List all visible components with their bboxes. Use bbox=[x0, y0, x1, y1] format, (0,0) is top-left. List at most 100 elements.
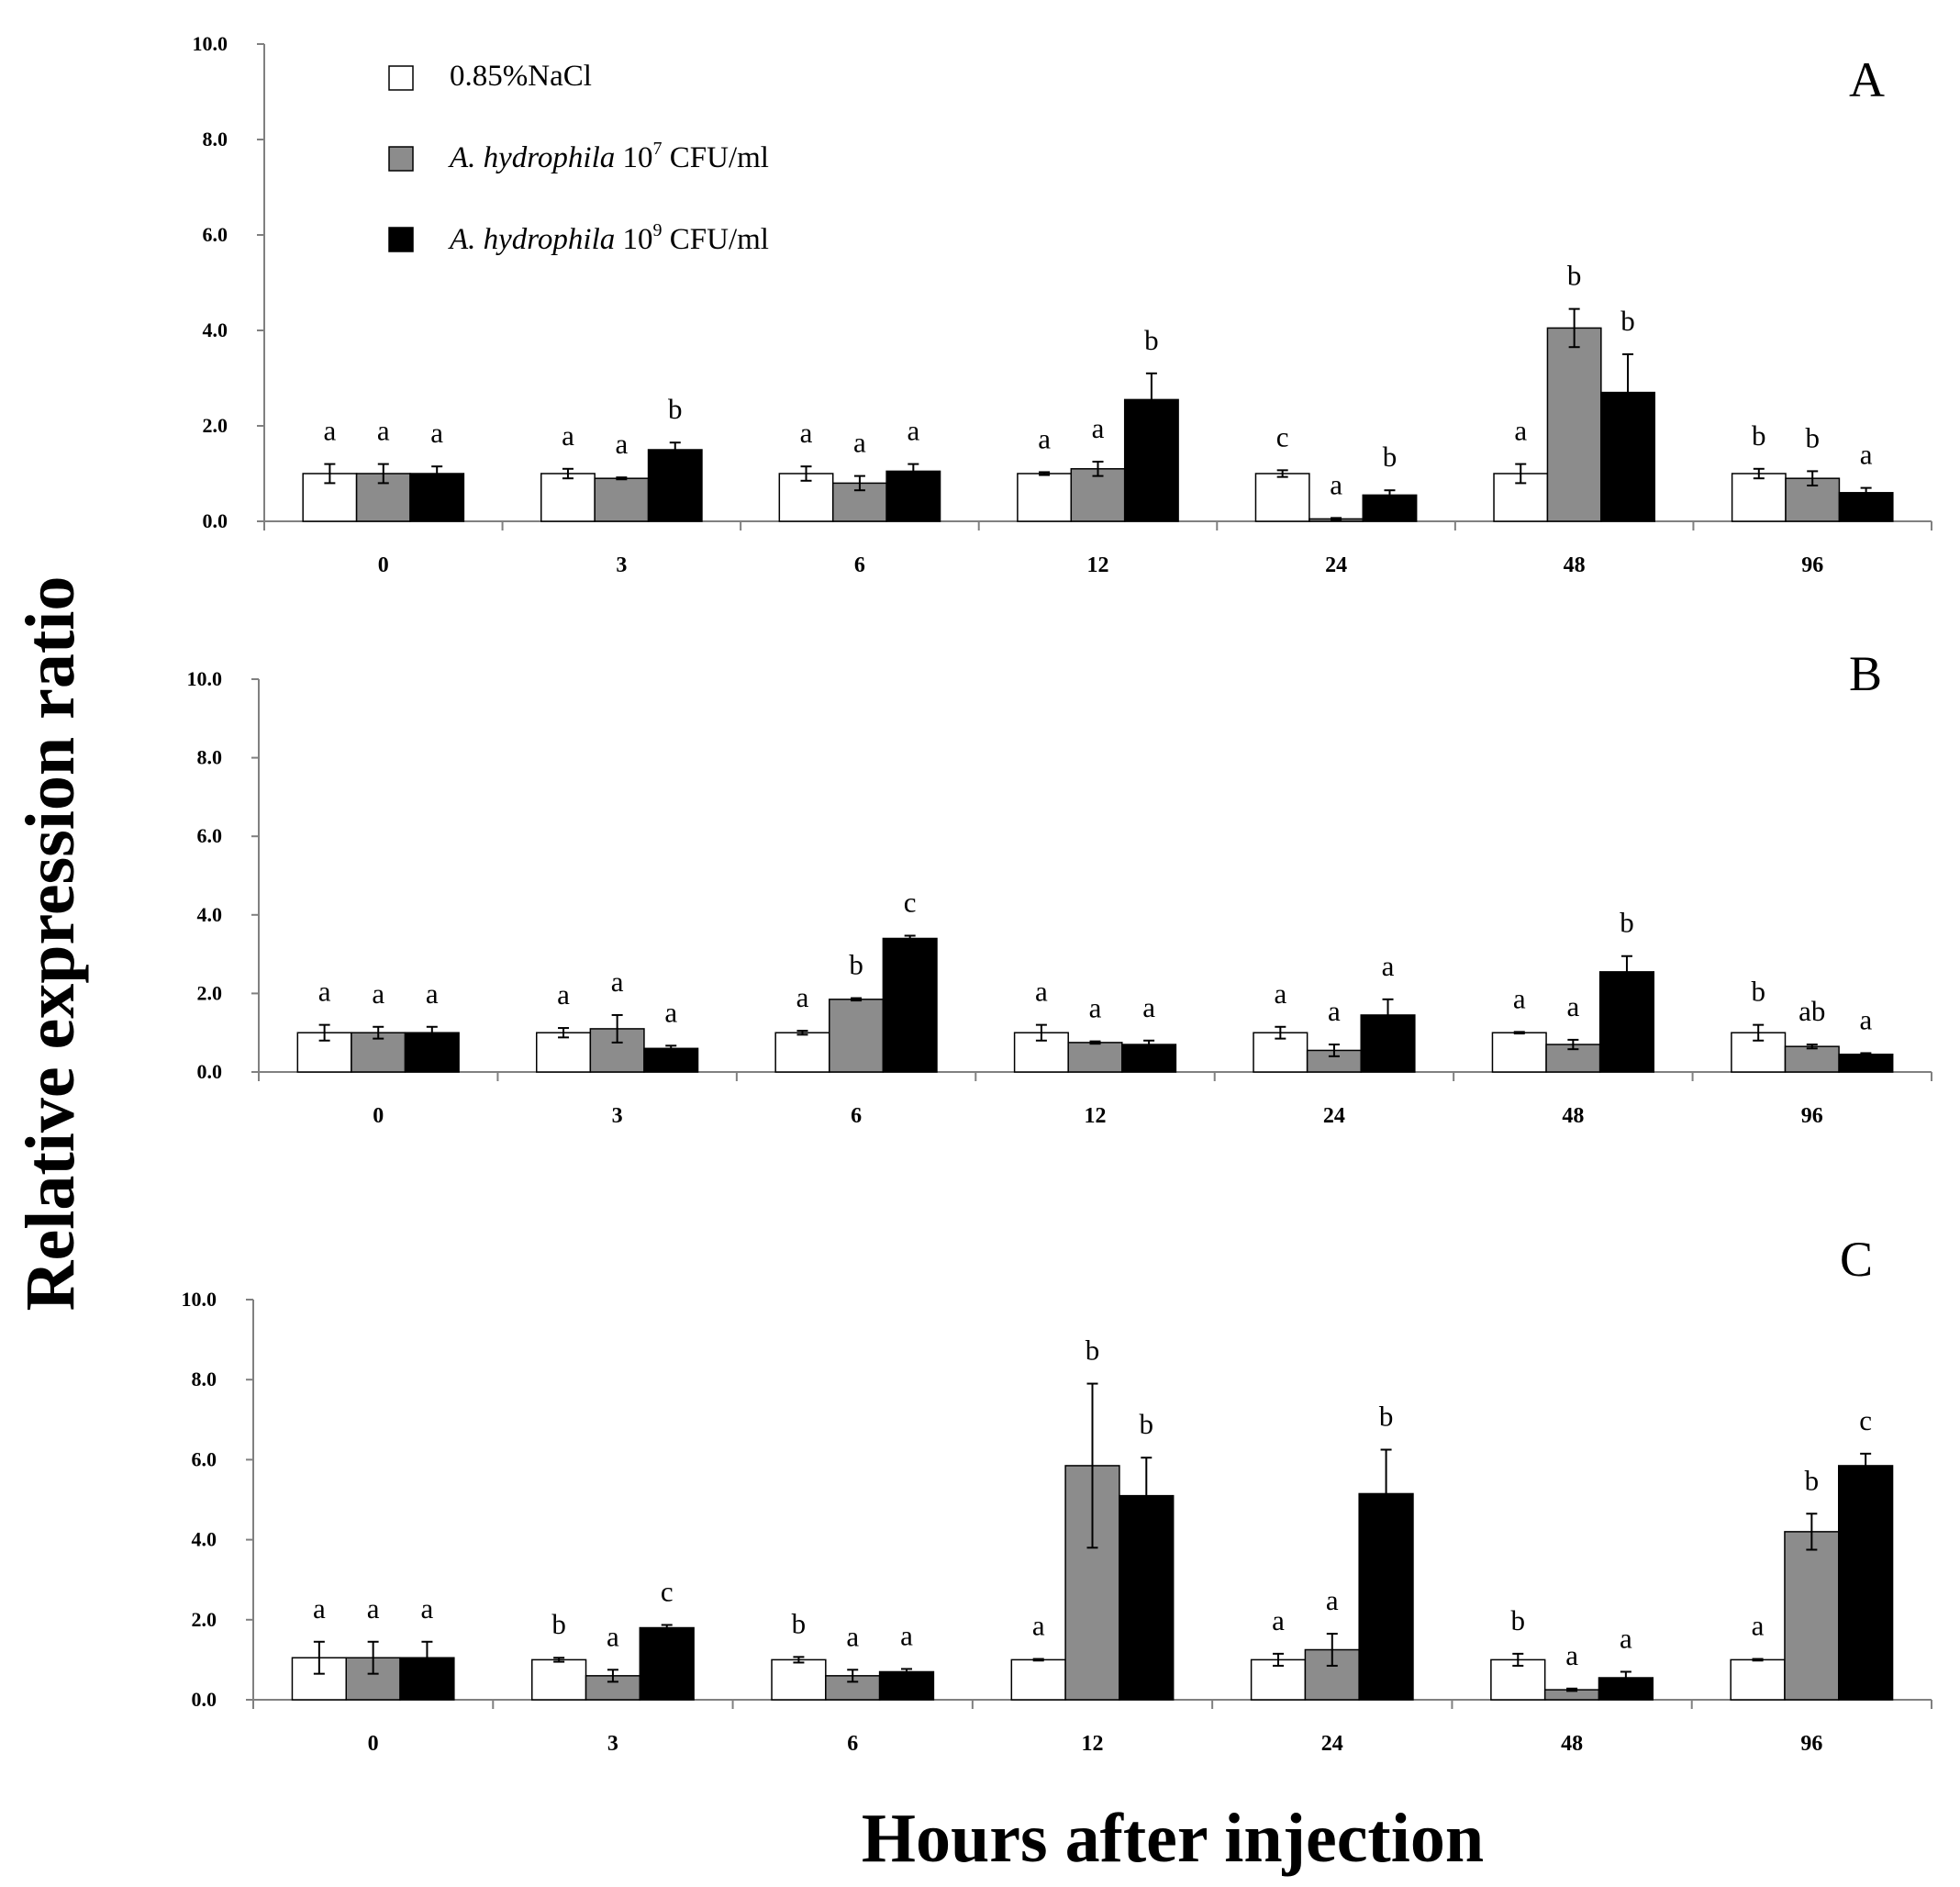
panel-c-bar-nacl bbox=[1730, 1658, 1786, 1701]
panel-b-sig-label-nacl: a bbox=[1513, 982, 1526, 1014]
panel-a-bar-nacl bbox=[1017, 473, 1073, 522]
panel-b-bar-nacl bbox=[1491, 1032, 1547, 1073]
panel-b-bar-nacl bbox=[774, 1032, 830, 1073]
panel-a-sig-label-low-dose: b bbox=[1567, 260, 1582, 292]
panel-c-sig-label-low-dose: a bbox=[846, 1620, 859, 1652]
panel-b-sig-label-nacl: a bbox=[1274, 977, 1286, 1010]
panel-c-x-label: 24 bbox=[1321, 1732, 1343, 1756]
panel-a-sig-label-nacl: a bbox=[1514, 415, 1527, 447]
panel-a-bar-high-dose bbox=[409, 473, 465, 522]
panel-b-bar-high-dose bbox=[1838, 1053, 1894, 1073]
panel-a-bar-high-dose bbox=[647, 449, 703, 522]
panel-b-label: B bbox=[1849, 646, 1882, 701]
panel-c-x-label: 6 bbox=[847, 1732, 858, 1756]
panel-c-sig-label-high-dose: c bbox=[661, 1575, 674, 1607]
panel-c-sig-label-low-dose: b bbox=[1805, 1464, 1820, 1496]
panel-c-sig-label-high-dose: a bbox=[900, 1619, 913, 1651]
panel-a-sig-label-low-dose: a bbox=[615, 428, 628, 460]
panel-c-sig-label-nacl: b bbox=[792, 1607, 807, 1639]
panel-c-sig-label-low-dose: a bbox=[1326, 1584, 1339, 1616]
panel-a-x-label: 48 bbox=[1564, 553, 1586, 577]
panel-b-x-label: 48 bbox=[1562, 1104, 1584, 1128]
panel-c-bar-nacl bbox=[530, 1658, 587, 1701]
panel-b-x-label: 96 bbox=[1801, 1104, 1823, 1128]
panel-b-sig-label-nacl: a bbox=[318, 976, 331, 1008]
legend-swatch-high-dose bbox=[388, 227, 414, 252]
panel-b-sig-label-low-dose: a bbox=[611, 966, 624, 998]
panel-b-bar-nacl bbox=[535, 1032, 592, 1073]
panel-a-y-tick-label: 6.0 bbox=[203, 223, 228, 246]
panel-b-sig-label-nacl: a bbox=[796, 981, 809, 1013]
panel-c-sig-label-low-dose: a bbox=[1565, 1639, 1578, 1671]
panel-b-sig-label-low-dose: ab bbox=[1799, 995, 1825, 1027]
panel-a-sig-label-high-dose: a bbox=[430, 417, 443, 449]
panel-a-bar-nacl bbox=[1254, 473, 1310, 522]
panel-c-bar-nacl bbox=[771, 1658, 827, 1701]
legend: 0.85%NaCl A. hydrophila 107 CFU/ml A. hy… bbox=[388, 60, 769, 256]
panel-c-sig-label-low-dose: a bbox=[607, 1620, 619, 1652]
panel-a-x-label: 3 bbox=[616, 553, 627, 577]
panel-c-sig-label-nacl: a bbox=[1032, 1610, 1045, 1642]
panel-b-bar-low-dose bbox=[1067, 1042, 1123, 1073]
panel-a-sig-label-nacl: c bbox=[1276, 420, 1289, 452]
panel-b-y-tick-label: 6.0 bbox=[197, 824, 223, 847]
panel-a-bar-nacl bbox=[302, 473, 358, 522]
panel-b-sig-label-low-dose: b bbox=[849, 949, 863, 981]
panel-b-x-label: 12 bbox=[1085, 1104, 1107, 1128]
panel-c-sig-label-low-dose: a bbox=[367, 1592, 380, 1625]
panel-a-y-tick-label: 10.0 bbox=[193, 32, 228, 55]
legend-swatch-nacl bbox=[388, 65, 414, 91]
panel-a-sig-label-low-dose: a bbox=[1092, 412, 1105, 444]
panel-b-sig-label-high-dose: a bbox=[1142, 991, 1155, 1023]
panel-b-bar-high-dose bbox=[1598, 971, 1655, 1073]
panel-c-label: C bbox=[1840, 1232, 1873, 1287]
legend-label-nacl: 0.85%NaCl bbox=[450, 60, 592, 93]
panel-b-x-label: 6 bbox=[851, 1104, 862, 1128]
legend-swatch-low-dose bbox=[388, 146, 414, 172]
panel-a-bar-low-dose bbox=[1070, 468, 1126, 522]
panel-b-y-tick-label: 10.0 bbox=[187, 667, 223, 690]
panel-b-sig-label-high-dose: a bbox=[664, 996, 677, 1028]
panel-a-sig-label-low-dose: a bbox=[853, 427, 866, 459]
panel-b-sig-label-nacl: b bbox=[1751, 976, 1765, 1008]
panel-b-sig-label-low-dose: a bbox=[1089, 992, 1102, 1024]
panel-b-sig-label-high-dose: c bbox=[904, 886, 917, 918]
panel-a-sig-label-high-dose: b bbox=[1620, 305, 1635, 337]
panel-c-y-tick-label: 2.0 bbox=[192, 1608, 217, 1631]
panel-a-sig-label-high-dose: b bbox=[668, 393, 683, 425]
panel-a-sig-label-low-dose: a bbox=[1330, 468, 1342, 500]
panel-b-sig-label-high-dose: b bbox=[1620, 907, 1634, 939]
y-axis-title: Relative expression ratio bbox=[12, 576, 89, 1312]
panel-a-x-label: 0 bbox=[378, 553, 389, 577]
panel-a-bar-high-dose bbox=[885, 470, 941, 522]
panel-a: A 0.0 2.0 4.0 6.0 8.0 10.0 0 a a a 3 a a b 6 a a a 12 a a b 24 c… bbox=[193, 32, 1932, 577]
panel-c-bar-low-dose bbox=[1784, 1531, 1840, 1701]
panel-b-sig-label-high-dose: a bbox=[1859, 1003, 1872, 1035]
panel-b-bar-high-dose bbox=[882, 937, 938, 1073]
panel-c-sig-label-high-dose: b bbox=[1140, 1408, 1154, 1440]
panel-c-x-label: 96 bbox=[1800, 1732, 1822, 1756]
panel-c-y-tick-label: 0.0 bbox=[192, 1688, 217, 1711]
panel-a-sig-label-high-dose: a bbox=[1860, 439, 1873, 471]
panel-c-sig-label-high-dose: a bbox=[1620, 1622, 1632, 1654]
panel-c-sig-label-nacl: a bbox=[1272, 1604, 1285, 1636]
panel-b-bar-low-dose bbox=[829, 999, 885, 1073]
panel-c-x-label: 3 bbox=[607, 1732, 618, 1756]
panel-a-sig-label-high-dose: b bbox=[1144, 324, 1159, 356]
panel-a-sig-label-nacl: a bbox=[323, 415, 336, 447]
panel-a-y-tick-label: 0.0 bbox=[203, 509, 228, 532]
panel-b-sig-label-high-dose: a bbox=[426, 977, 439, 1010]
panel-a-x-label: 6 bbox=[854, 553, 865, 577]
legend-item-low-dose: A. hydrophila 107 CFU/ml bbox=[388, 139, 769, 174]
panel-a-x-label: 12 bbox=[1087, 553, 1109, 577]
panel-a-bar-nacl bbox=[1731, 473, 1787, 522]
legend-label-low-dose: A. hydrophila 107 CFU/ml bbox=[448, 139, 769, 174]
panel-c-sig-label-nacl: b bbox=[551, 1608, 566, 1640]
panel-c-bar-nacl bbox=[1010, 1658, 1066, 1701]
panel-a-x-label: 96 bbox=[1801, 553, 1823, 577]
legend-item-high-dose: A. hydrophila 109 CFU/ml bbox=[388, 220, 769, 256]
panel-b-sig-label-nacl: a bbox=[557, 978, 570, 1010]
panel-b-bar-low-dose bbox=[1784, 1045, 1840, 1073]
panel-c: C 0.0 2.0 4.0 6.0 8.0 10.0 0 a a a 3 b a c 6 b a a 12 a b b 24 a… bbox=[182, 1232, 1932, 1756]
